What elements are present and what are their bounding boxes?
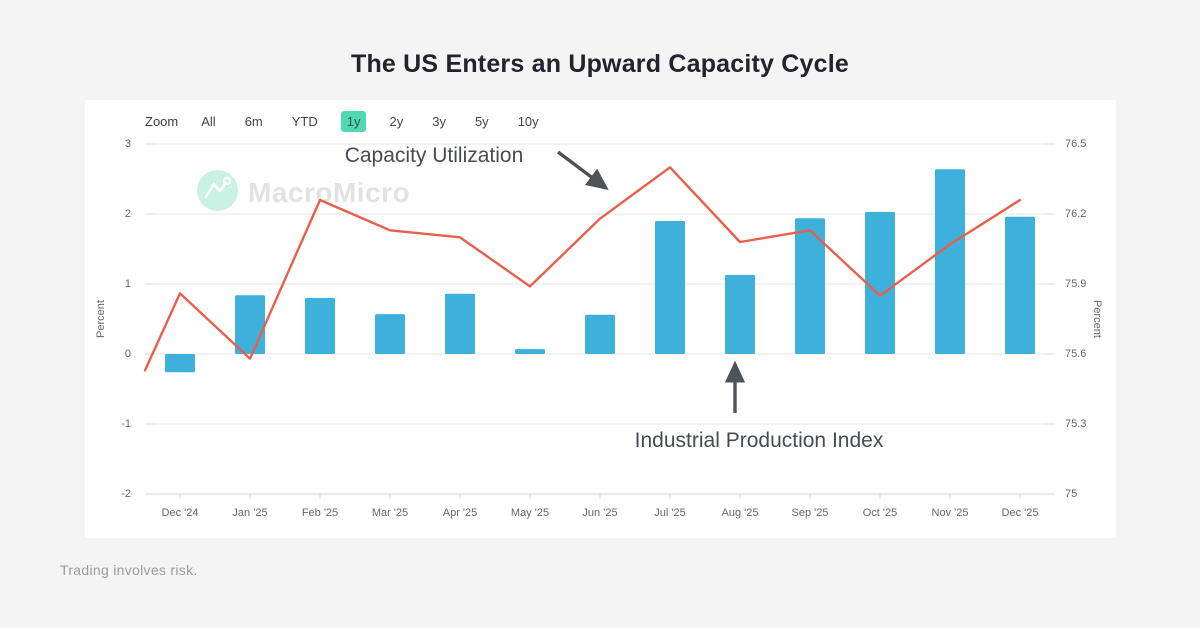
right-axis-label-76.2: 76.2 (1065, 208, 1087, 220)
bar-industrial-production-3[interactable] (305, 298, 335, 354)
left-axis-label--1: -1 (121, 418, 131, 430)
range-button-ytd[interactable]: YTD (291, 114, 318, 129)
x-axis-label-8: Jul '25 (654, 507, 686, 519)
zoom-toolbar: Zoom All 6m YTD 1y 2y 3y 5y 10y (145, 111, 545, 132)
x-axis-label-6: May '25 (510, 507, 550, 519)
left-axis-label-3: 3 (124, 138, 131, 150)
range-button-5y[interactable]: 5y (474, 114, 489, 129)
right-axis-label-76.5: 76.5 (1065, 138, 1087, 150)
capacity-utilization-line[interactable] (143, 166, 1022, 372)
right-axis-label-75.9: 75.9 (1065, 278, 1087, 290)
bar-industrial-production-13[interactable] (1005, 216, 1035, 354)
left-axis-label--2: -2 (121, 488, 131, 500)
page-title: The US Enters an Upward Capacity Cycle (350, 50, 850, 78)
right-axis-label-75.6: 75.6 (1065, 348, 1087, 360)
bar-industrial-production-1[interactable] (165, 354, 195, 373)
left-axis-label-1: 1 (124, 278, 131, 290)
bar-industrial-production-5[interactable] (445, 293, 475, 354)
left-axis-label-2: 2 (124, 208, 131, 220)
bar-industrial-production-9[interactable] (725, 274, 755, 354)
bar-industrial-production-2[interactable] (235, 295, 265, 354)
range-button-3y[interactable]: 3y (432, 114, 446, 129)
annotation-industrial-production-index: Industrial Production Index (634, 429, 884, 452)
right-axis-title: Percent (1090, 300, 1103, 338)
x-axis-label-13: Dec '25 (1001, 507, 1039, 519)
x-axis-label-1: Dec '24 (161, 507, 199, 519)
right-axis-label-75: 75 (1065, 488, 1078, 500)
range-button-10y[interactable]: 10y (517, 114, 539, 129)
x-axis-label-3: Feb '25 (301, 507, 339, 519)
left-axis-title: Percent (94, 300, 107, 338)
bar-industrial-production-11[interactable] (865, 211, 895, 354)
left-axis-label-0: 0 (124, 348, 131, 360)
disclaimer-text: Trading involves risk. (60, 562, 198, 578)
chart-plot-area[interactable] (85, 100, 1116, 538)
x-axis-label-12: Nov '25 (931, 507, 969, 519)
x-axis-label-4: Mar '25 (371, 507, 409, 519)
chart-card: Zoom All 6m YTD 1y 2y 3y 5y 10y MacroMicro Capa… (85, 100, 1116, 538)
x-axis-label-9: Aug '25 (721, 507, 759, 519)
range-button-6m[interactable]: 6m (244, 114, 263, 129)
range-button-2y[interactable]: 2y (389, 114, 404, 129)
right-axis-label-75.3: 75.3 (1065, 418, 1087, 430)
bar-industrial-production-10[interactable] (795, 218, 825, 354)
x-axis-label-10: Sep '25 (791, 507, 829, 519)
bar-industrial-production-12[interactable] (935, 169, 965, 354)
range-button-1y[interactable]: 1y (340, 111, 367, 132)
range-button-all[interactable]: All (201, 114, 216, 129)
bar-industrial-production-7[interactable] (585, 314, 615, 354)
x-axis-label-11: Oct '25 (862, 507, 898, 519)
x-axis-label-5: Apr '25 (442, 507, 478, 519)
x-axis-label-7: Jun '25 (582, 507, 618, 519)
bar-industrial-production-8[interactable] (655, 221, 685, 354)
annotation-capacity-utilization: Capacity Utilization (344, 144, 524, 167)
zoom-toolbar-label: Zoom (145, 114, 179, 129)
bar-industrial-production-6[interactable] (515, 349, 545, 354)
arrow-to-capacity-utilization-line (556, 150, 609, 191)
bar-industrial-production-4[interactable] (375, 314, 405, 354)
x-axis-label-2: Jan '25 (232, 507, 268, 519)
